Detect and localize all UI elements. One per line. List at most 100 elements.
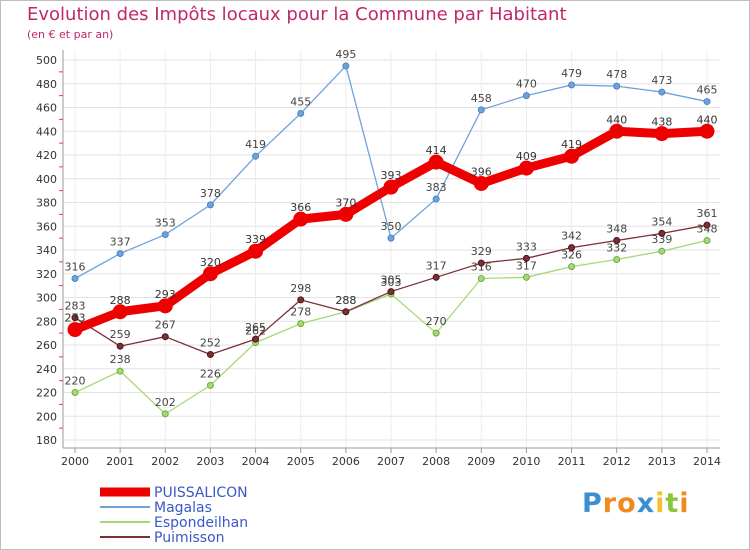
data-label-puimisson: 361 (697, 207, 718, 220)
logo-letter: i (679, 488, 690, 519)
x-tick-label: 2003 (196, 455, 224, 468)
data-point-puimisson (297, 296, 305, 304)
data-point-magalas (703, 98, 711, 106)
data-point-magalas (116, 250, 124, 258)
data-point-puimisson (658, 229, 666, 237)
data-label-puimisson: 267 (155, 319, 176, 332)
y-tick-label: 340 (36, 244, 57, 257)
data-label-puimisson: 354 (651, 215, 672, 228)
y-tick-label: 360 (36, 220, 57, 233)
y-tick-label: 180 (36, 434, 57, 447)
data-point-puissalicon (609, 123, 625, 139)
data-label-magalas: 473 (651, 74, 672, 87)
data-label-puissalicon: 339 (245, 233, 266, 246)
data-label-magalas: 337 (110, 236, 131, 249)
data-point-puimisson (613, 237, 621, 244)
data-label-puimisson: 305 (381, 274, 402, 287)
data-label-espondeilhan: 339 (651, 233, 672, 246)
data-point-puimisson (432, 273, 440, 281)
data-label-puissalicon: 419 (561, 138, 582, 151)
data-point-puissalicon (293, 211, 309, 227)
data-point-espondeilhan (522, 273, 530, 281)
data-point-puimisson (703, 221, 711, 229)
data-label-puissalicon: 438 (651, 116, 672, 129)
y-tick-label: 220 (36, 387, 57, 400)
data-point-espondeilhan (477, 275, 485, 282)
x-tick-label: 2002 (151, 455, 179, 468)
data-point-magalas (297, 109, 305, 117)
data-point-magalas (342, 62, 350, 70)
y-tick-label: 300 (36, 292, 57, 305)
data-point-puimisson (522, 254, 530, 262)
x-tick-label: 2012 (603, 455, 631, 468)
y-tick-label: 420 (36, 149, 57, 162)
data-point-puissalicon (202, 266, 218, 282)
data-point-puissalicon (518, 160, 534, 176)
legend-label-magalas: Magalas (154, 500, 212, 516)
logo-letter: x (636, 488, 656, 519)
data-point-puissalicon (564, 148, 580, 164)
data-label-espondeilhan: 220 (65, 375, 86, 388)
y-tick-label: 260 (36, 339, 57, 352)
x-tick-label: 2014 (693, 455, 721, 468)
x-tick-label: 2010 (512, 455, 540, 468)
data-label-espondeilhan: 316 (471, 261, 492, 274)
data-point-puissalicon (699, 123, 715, 139)
data-label-magalas: 455 (290, 95, 311, 108)
data-point-puimisson (252, 335, 260, 343)
data-label-puissalicon: 320 (200, 256, 221, 269)
data-point-puissalicon (67, 322, 83, 338)
data-label-magalas: 478 (606, 68, 627, 81)
data-label-magalas: 495 (335, 48, 356, 61)
logo-letter: t (665, 488, 680, 519)
data-label-magalas: 353 (155, 217, 176, 230)
data-label-puissalicon: 273 (65, 312, 86, 325)
data-point-magalas (252, 152, 260, 160)
data-label-espondeilhan: 226 (200, 367, 221, 380)
data-label-espondeilhan: 238 (110, 353, 131, 366)
data-point-magalas (161, 231, 169, 239)
data-point-puimisson (387, 288, 395, 296)
data-label-puimisson: 329 (471, 245, 492, 258)
data-point-magalas (613, 82, 621, 90)
x-tick-label: 2006 (332, 455, 360, 468)
chart-subtitle: (en € et par an) (27, 28, 114, 41)
data-label-magalas: 419 (245, 138, 266, 151)
chart-title: Evolution des Impôts locaux pour la Comm… (27, 4, 567, 25)
data-label-puimisson: 265 (245, 321, 266, 334)
data-label-puimisson: 342 (561, 230, 582, 243)
data-point-puissalicon (157, 298, 173, 314)
data-label-puimisson: 288 (335, 294, 356, 307)
data-label-puimisson: 317 (426, 259, 447, 272)
data-point-magalas (477, 106, 485, 114)
data-label-magalas: 479 (561, 67, 582, 80)
data-point-puissalicon (338, 206, 354, 222)
legend-label-espondeilhan: Espondeilhan (154, 515, 248, 531)
data-point-puissalicon (473, 176, 489, 191)
logo-letter: P (582, 488, 603, 519)
logo-letter: o (617, 488, 637, 519)
x-tick-label: 2007 (377, 455, 405, 468)
legend-label-puimisson: Puimisson (154, 530, 225, 546)
data-point-puissalicon (248, 243, 264, 259)
data-point-espondeilhan (161, 410, 169, 418)
data-point-puimisson (116, 342, 124, 350)
data-point-espondeilhan (116, 367, 124, 375)
data-label-puimisson: 298 (290, 282, 311, 295)
data-label-magalas: 350 (381, 220, 402, 233)
data-point-magalas (206, 201, 214, 209)
x-tick-label: 2005 (287, 455, 315, 468)
x-tick-label: 2008 (422, 455, 450, 468)
data-label-puissalicon: 440 (697, 113, 718, 126)
data-point-espondeilhan (658, 247, 666, 255)
y-tick-label: 280 (36, 315, 57, 328)
data-label-puissalicon: 414 (426, 144, 447, 157)
data-label-puimisson: 259 (110, 328, 131, 341)
data-point-espondeilhan (568, 263, 576, 271)
data-point-magalas (658, 88, 666, 96)
data-point-puimisson (206, 351, 214, 358)
y-tick-label: 240 (36, 363, 57, 376)
y-tick-label: 320 (36, 268, 57, 281)
